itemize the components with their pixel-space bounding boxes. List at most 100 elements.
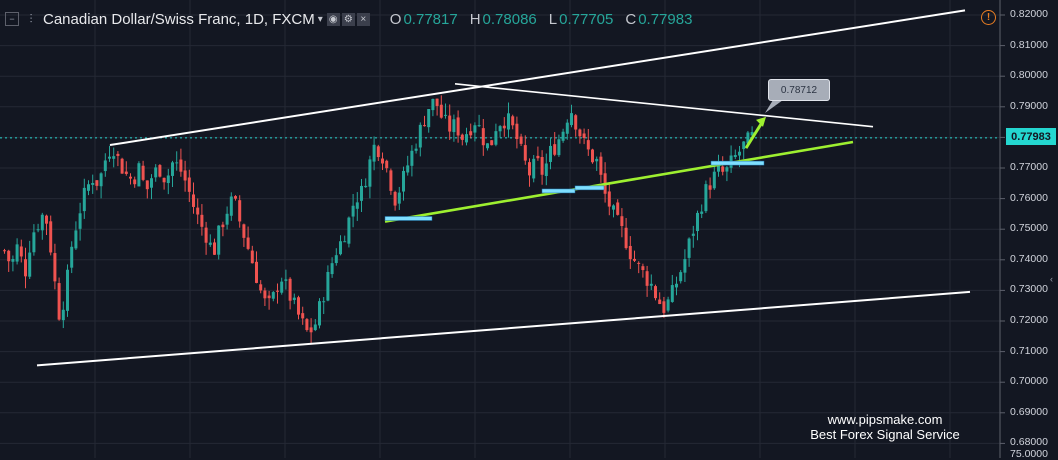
last-price-label: 0.77983 [1006,128,1056,145]
candle-body [334,255,338,264]
volume-axis-label: 75.0000 [1010,448,1048,460]
candle-body [675,283,678,288]
price-axis-label: 0.69000 [1010,405,1048,418]
candle-body [309,327,313,333]
candle-body [57,283,61,320]
candle-body [49,221,53,253]
candle-body [591,149,594,163]
candle-body [721,166,725,172]
candle-body [712,171,716,189]
watermark-tagline: Best Forex Signal Service [810,427,960,442]
candle-body [229,196,233,216]
candle-body [385,160,389,169]
settings-icon[interactable]: ⚙ [341,12,355,26]
watermark: www.pipsmake.com Best Forex Signal Servi… [770,412,1000,442]
candle-body [670,285,674,302]
candle-body [28,252,32,277]
candle-body [364,185,368,188]
candle-body [238,200,242,222]
candle-body [137,163,141,187]
candle-body [683,259,687,273]
scale-arrow-icon[interactable]: ‹ [1050,274,1053,284]
candle-body [217,225,221,255]
eye-icon[interactable]: ◉ [326,12,340,26]
candle-body [276,290,279,292]
price-axis-label: 0.76000 [1010,191,1048,204]
candle-body [175,162,179,164]
candle-body [544,163,548,177]
candle-body [528,162,531,176]
candle-body [204,227,208,243]
support-zone-box [541,188,576,194]
candle-body [507,113,510,130]
low-label: L [548,10,558,28]
support-zone-box [710,160,765,166]
candle-body [196,207,200,215]
exclamation-circle-icon[interactable]: ! [981,10,996,25]
candle-body [99,173,103,187]
candle-body [389,170,393,191]
callout-pointer [765,100,783,113]
candle-body [561,131,565,141]
candle-body [292,297,296,301]
minus-square-icon[interactable]: − [5,12,19,26]
candle-body [326,271,330,301]
candle-body [465,134,468,143]
candle-body [368,159,372,187]
open-label: O [389,10,402,28]
candle-body [74,230,78,249]
high-label: H [469,10,481,28]
candle-body [297,297,300,315]
candle-body [406,165,410,173]
high-value: 0.78086 [482,10,537,28]
candle-body [288,278,292,301]
candle-body [246,237,250,249]
candle-body [704,184,708,212]
candle-body [208,242,212,245]
candle-body [633,258,636,261]
candle-body [717,164,720,172]
candle-body [66,269,69,311]
candle-body [645,271,649,286]
candle-body [313,324,317,331]
candle-body [116,153,120,156]
candle-body [45,215,48,224]
candle-body [574,115,578,130]
candle-body [578,129,582,137]
candle-body [355,202,359,209]
candle-body [3,250,6,252]
watermark-url: www.pipsmake.com [827,412,943,427]
candle-body [40,214,44,231]
candle-body [553,144,557,155]
candle-body [150,178,153,188]
candle-body [120,158,124,174]
chevron-down-icon[interactable]: ▾ [317,13,323,25]
candle-body [477,125,481,127]
candle-body [439,104,443,118]
candle-body [305,319,309,330]
candle-body [7,250,11,262]
price-axis-label: 0.73000 [1010,283,1048,296]
candle-body [557,139,561,156]
candle-body [179,159,183,172]
chart-grid [0,0,1001,458]
candle-body [376,146,380,158]
price-axis-label: 0.79000 [1010,99,1048,112]
candle-body [330,263,334,275]
close-icon[interactable]: × [356,12,370,26]
compare-lines-icon[interactable]: ⫶ [29,11,33,26]
candle-body [494,131,498,145]
candle-body [271,292,275,299]
candle-body [103,160,107,172]
candle-body [162,177,166,183]
candle-body [284,279,288,281]
candle-body [393,191,397,206]
price-axis-label: 0.74000 [1010,252,1048,265]
candle-body [498,126,502,132]
price-axis-label: 0.72000 [1010,314,1048,326]
upper-channel-line [109,9,966,147]
symbol-title[interactable]: Canadian Dollar/Swiss Franc, 1D, FXCM [43,10,315,28]
candle-body [351,205,355,217]
target-callout[interactable]: 0.78712 [768,79,830,101]
